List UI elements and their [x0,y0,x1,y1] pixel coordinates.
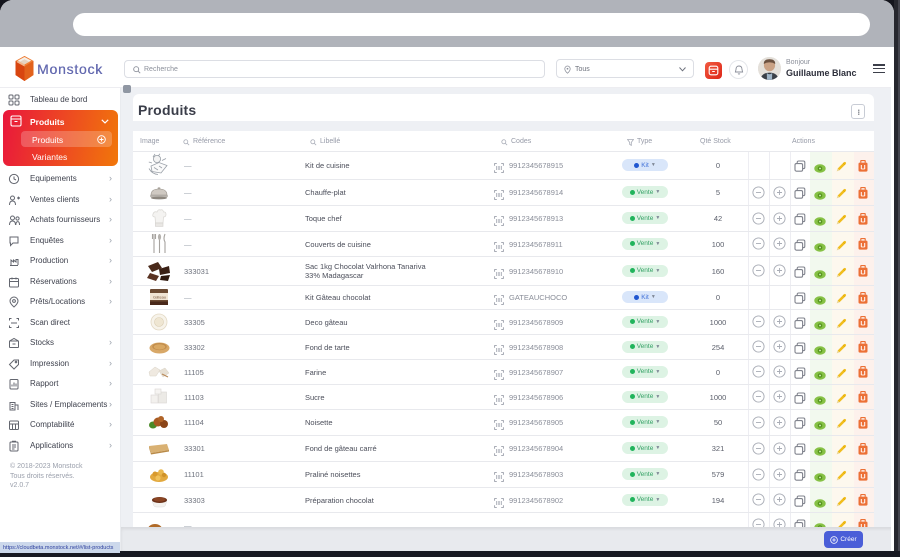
svg-text:Gâteau: Gâteau [153,295,166,300]
